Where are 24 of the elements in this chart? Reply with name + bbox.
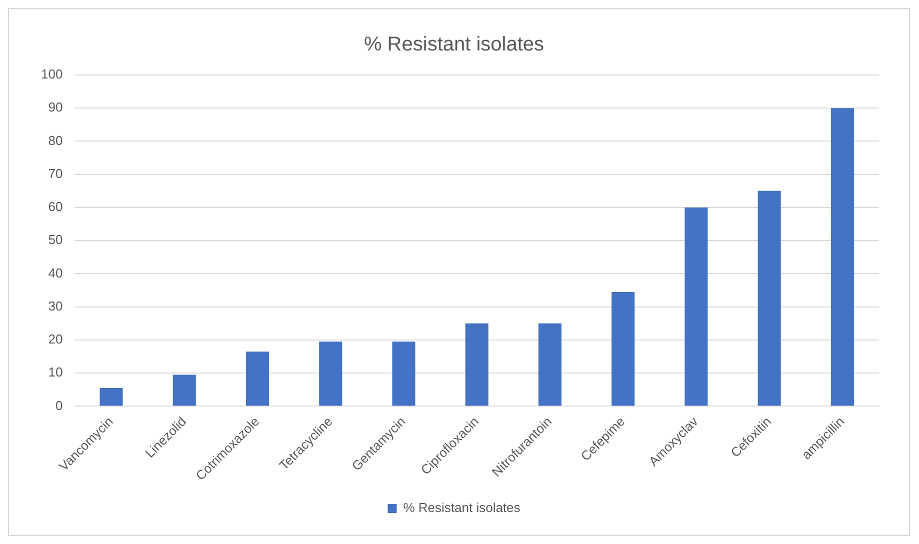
y-tick-label: 10 [48, 364, 63, 380]
bar [830, 108, 854, 406]
bar [392, 342, 416, 406]
bar [319, 342, 342, 406]
bar [246, 352, 270, 406]
y-tick-label: 70 [48, 166, 63, 181]
bar [758, 190, 781, 406]
y-tick-label: 100 [40, 66, 63, 82]
bar [684, 207, 708, 406]
y-tick-label: 0 [55, 398, 63, 413]
y-tick-label: 40 [48, 265, 63, 280]
bar [465, 323, 488, 406]
chart-title: % Resistant isolates [364, 34, 544, 56]
y-tick-label: 80 [48, 132, 63, 148]
bar [100, 388, 123, 406]
bar [172, 374, 196, 406]
y-tick-label: 50 [48, 232, 63, 248]
bar [612, 292, 635, 406]
legend-label: % Resistant isolates [403, 500, 521, 516]
y-tick-label: 60 [48, 199, 63, 214]
bar [538, 323, 562, 406]
y-tick-label: 90 [48, 100, 63, 115]
y-tick-label: 20 [48, 332, 63, 347]
y-tick-label: 30 [48, 298, 63, 314]
